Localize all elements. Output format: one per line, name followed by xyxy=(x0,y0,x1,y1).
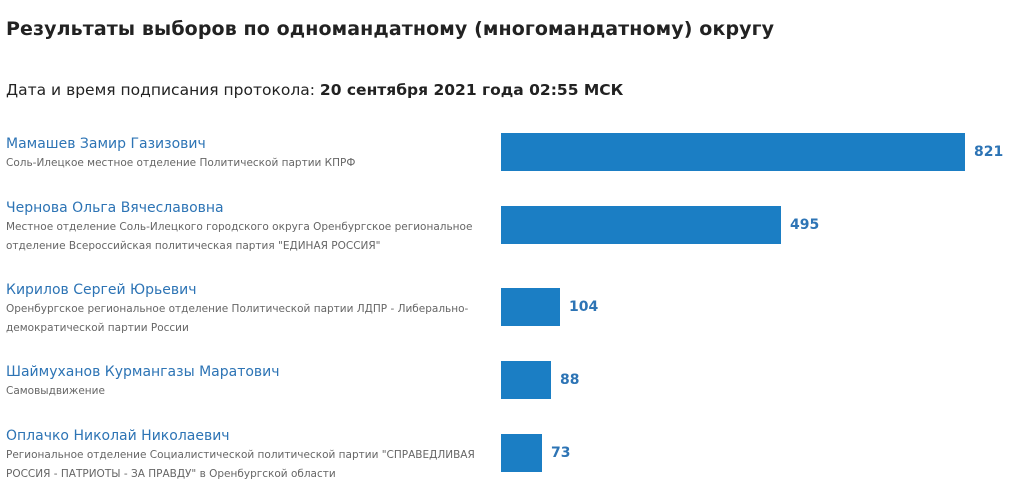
protocol-label: Дата и время подписания протокола: xyxy=(6,81,320,99)
candidate-name-link[interactable]: Кирилов Сергей Юрьевич xyxy=(6,282,197,298)
candidate-name-link[interactable]: Чернова Ольга Вячеславовна xyxy=(6,200,224,216)
result-bar-value: 104 xyxy=(569,299,599,315)
candidate-row-chernova: Чернова Ольга Вячеславовна Местное отдел… xyxy=(6,199,496,256)
result-bar[interactable] xyxy=(501,288,560,326)
candidate-name-link[interactable]: Оплачко Николай Николаевич xyxy=(6,428,230,444)
candidate-party: Оренбургское региональное отделение Поли… xyxy=(6,303,469,334)
candidate-row-mamashev: Мамашев Замир Газизович Соль-Илецкое мес… xyxy=(6,135,496,173)
result-bar-value: 73 xyxy=(551,445,571,461)
result-bar[interactable] xyxy=(501,206,781,244)
candidate-name-link[interactable]: Мамашев Замир Газизович xyxy=(6,136,206,152)
result-bar[interactable] xyxy=(501,133,965,171)
candidate-party: Соль-Илецкое местное отделение Политичес… xyxy=(6,157,356,169)
candidate-party: Самовыдвижение xyxy=(6,385,105,397)
candidate-row-shaymukhanov: Шаймуханов Курмангазы Маратович Самовыдв… xyxy=(6,363,496,401)
candidate-row-kirilov: Кирилов Сергей Юрьевич Оренбургское реги… xyxy=(6,281,496,338)
protocol-signing-line: Дата и время подписания протокола: 20 се… xyxy=(6,81,623,99)
candidate-name-link[interactable]: Шаймуханов Курмангазы Маратович xyxy=(6,364,280,380)
result-bar-value: 821 xyxy=(974,144,1004,160)
candidate-party: Региональное отделение Социалистической … xyxy=(6,449,475,480)
candidate-row-oplachko: Оплачко Николай Николаевич Региональное … xyxy=(6,427,496,484)
result-bar[interactable] xyxy=(501,361,551,399)
result-bar-value: 495 xyxy=(790,217,820,233)
protocol-datetime: 20 сентября 2021 года 02:55 МСК xyxy=(319,81,624,99)
result-bar-value: 88 xyxy=(560,372,580,388)
result-bar[interactable] xyxy=(501,434,542,472)
page-title: Результаты выборов по одномандатному (мн… xyxy=(6,18,775,40)
candidate-party: Местное отделение Соль-Илецкого городско… xyxy=(6,221,473,252)
